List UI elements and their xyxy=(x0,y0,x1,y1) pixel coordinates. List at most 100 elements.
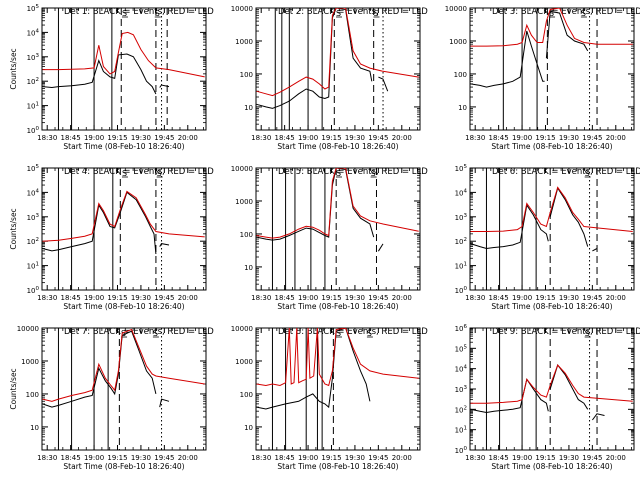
plot-frame xyxy=(469,7,635,131)
x-tick-label: 18:45 xyxy=(275,294,295,302)
x-tick-label: 18:45 xyxy=(489,294,509,302)
chart-title: Det 5: BLACK = Events, RED = LLD xyxy=(278,167,428,177)
x-tick-label: 19:45 xyxy=(154,294,174,302)
marker-label: S xyxy=(155,9,160,18)
x-tick-label: 19:30 xyxy=(559,454,579,462)
y-tick-label: 10 xyxy=(458,104,467,112)
x-tick-label: 19:15 xyxy=(107,134,127,142)
series-events-line xyxy=(377,243,384,252)
x-tick-label: 20:00 xyxy=(392,294,412,302)
series-events-line xyxy=(42,191,157,255)
marker-label: S xyxy=(371,169,376,178)
x-axis-label: Start Time (08-Feb-10 18:26:40) xyxy=(63,142,184,151)
x-tick-label: 19:45 xyxy=(368,134,388,142)
x-tick-label: 19:00 xyxy=(84,294,104,302)
y-tick-label: 10000 xyxy=(231,5,253,13)
x-tick-label: 19:15 xyxy=(535,454,555,462)
plot-frame xyxy=(255,7,421,131)
x-tick-label: 20:00 xyxy=(606,294,626,302)
x-axis-label: Start Time (08-Feb-10 18:26:40) xyxy=(491,462,612,471)
y-tick-label: 101 xyxy=(27,262,39,271)
x-axis-label: Start Time (08-Feb-10 18:26:40) xyxy=(277,462,398,471)
x-axis-label: Start Time (08-Feb-10 18:26:40) xyxy=(63,462,184,471)
y-tick-label: 102 xyxy=(455,237,467,246)
series-events-line xyxy=(378,76,389,92)
marker-label: S xyxy=(122,9,127,18)
x-tick-label: 19:00 xyxy=(512,134,532,142)
x-tick-label: 19:15 xyxy=(535,294,555,302)
y-tick-label: 10 xyxy=(244,264,253,272)
y-tick-label: 10 xyxy=(30,424,39,432)
y-tick-label: 10 xyxy=(244,424,253,432)
x-tick-label: 18:30 xyxy=(37,134,57,142)
y-tick-label: 100 xyxy=(240,391,253,399)
x-tick-label: 20:00 xyxy=(178,294,198,302)
x-tick-label: 20:00 xyxy=(606,134,626,142)
y-tick-label: 103 xyxy=(27,53,40,62)
y-tick-label: 102 xyxy=(455,405,467,414)
x-tick-label: 19:30 xyxy=(559,134,579,142)
x-tick-label: 19:00 xyxy=(298,134,318,142)
x-tick-label: 19:45 xyxy=(154,454,174,462)
y-tick-label: 102 xyxy=(27,237,39,246)
series-events-line xyxy=(470,203,549,250)
x-tick-label: 19:00 xyxy=(298,294,318,302)
x-tick-label: 19:30 xyxy=(131,454,151,462)
series-events-line xyxy=(159,398,170,408)
series-events-line xyxy=(256,8,373,109)
y-tick-label: 10000 xyxy=(17,325,39,333)
y-tick-label: 105 xyxy=(27,164,40,173)
y-tick-label: 100 xyxy=(27,286,40,295)
series-events-line xyxy=(256,168,375,241)
x-tick-label: 19:15 xyxy=(321,454,341,462)
x-tick-label: 18:45 xyxy=(61,134,81,142)
y-tick-label: 10000 xyxy=(445,5,467,13)
marker-label: S xyxy=(373,9,378,18)
series-events-line xyxy=(545,10,589,59)
marker-label: S xyxy=(585,329,590,338)
x-tick-label: 19:45 xyxy=(368,294,388,302)
plot-frame xyxy=(41,327,207,451)
x-tick-label: 19:30 xyxy=(345,294,365,302)
x-tick-label: 19:00 xyxy=(512,454,532,462)
chart-title: Det 4: BLACK = Events, RED = LLD xyxy=(64,167,214,177)
x-tick-label: 19:45 xyxy=(154,134,174,142)
x-tick-label: 18:30 xyxy=(251,134,271,142)
x-tick-label: 19:00 xyxy=(84,454,104,462)
x-axis-label: Start Time (08-Feb-10 18:26:40) xyxy=(277,302,398,311)
series-events-line xyxy=(470,378,549,414)
chart-title: Det 8: BLACK = Events, RED = LLD xyxy=(278,327,428,337)
series-events-line xyxy=(159,243,170,247)
series-lld-line xyxy=(470,364,633,404)
marker-label: S xyxy=(549,9,554,18)
series-events-line xyxy=(256,328,371,410)
marker-label: S xyxy=(157,169,162,178)
marker-label: S xyxy=(153,329,158,338)
y-tick-label: 100 xyxy=(455,446,468,455)
x-tick-label: 20:00 xyxy=(178,134,198,142)
series-events-line xyxy=(592,248,598,252)
marker-label: S xyxy=(581,9,586,18)
series-lld-line xyxy=(256,8,419,97)
y-axis-label: Counts/sec xyxy=(9,208,18,249)
x-tick-label: 18:30 xyxy=(251,454,271,462)
y-tick-label: 10000 xyxy=(231,325,253,333)
x-tick-label: 18:45 xyxy=(489,454,509,462)
y-tick-label: 105 xyxy=(455,164,468,173)
plot-frame xyxy=(41,7,207,131)
x-tick-label: 18:45 xyxy=(61,294,81,302)
y-tick-label: 10 xyxy=(244,104,253,112)
y-tick-label: 100 xyxy=(27,126,40,135)
plot-frame xyxy=(41,167,207,291)
series-events-line xyxy=(591,413,605,421)
y-tick-label: 104 xyxy=(455,188,468,197)
x-tick-label: 18:30 xyxy=(465,134,485,142)
x-axis-label: Start Time (08-Feb-10 18:26:40) xyxy=(277,142,398,151)
